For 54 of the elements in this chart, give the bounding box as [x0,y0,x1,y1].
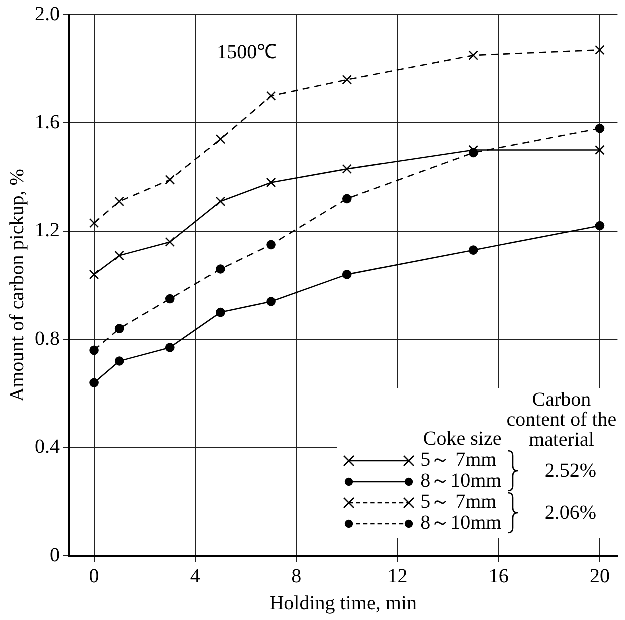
point [165,294,175,304]
point [114,324,124,334]
y-axis-title: Amount of carbon pickup, % [6,169,28,402]
point [595,45,605,56]
y-tick-label: 0.4 [35,436,60,458]
x-tick-label: 4 [190,565,200,588]
x-tick-label: 12 [388,565,408,588]
legend-label: 5～ 7mm [420,491,498,513]
point [216,264,226,274]
point [114,250,124,261]
legend-label: 8～10mm [420,470,502,492]
point [114,196,124,207]
legend-title: Coke size [422,428,502,450]
annotation: 2.52% [544,460,598,482]
point [90,378,99,388]
point [90,346,99,356]
point [468,145,478,156]
y-tick-label: 1.6 [35,111,60,134]
point [266,240,276,250]
point [266,297,276,306]
y-tick-label: 0.8 [35,328,60,350]
x-tick-label: 8 [292,565,302,588]
point [216,196,226,207]
point [342,164,352,174]
y-tick-label: 0 [50,544,60,566]
point [216,134,226,144]
y-tick-label: 1.2 [35,220,60,242]
point [342,75,352,85]
legend-label: 8～10mm [420,512,502,534]
legend-label: 5～ 7mm [420,449,498,471]
point [595,124,605,134]
x-tick-label: 16 [488,565,509,588]
point [468,246,478,255]
point [114,356,124,366]
point [595,221,605,231]
annotation: 2.06% [544,502,598,524]
point [89,270,100,280]
point [595,145,605,156]
point [266,91,276,102]
point [165,343,175,352]
point [216,308,226,318]
x-tick-label: 0 [89,565,100,588]
annotation: 1500℃ [217,41,278,64]
annotation: Carbon content of the material [506,389,618,451]
point [165,175,176,185]
y-tick-label: 2.0 [35,3,60,26]
x-axis-title: Holding time, min [270,592,417,614]
point [165,237,176,248]
point [89,218,100,228]
point [342,194,352,204]
x-tick-label: 20 [590,565,610,588]
point [468,50,478,60]
point [342,270,352,280]
point [266,178,276,188]
